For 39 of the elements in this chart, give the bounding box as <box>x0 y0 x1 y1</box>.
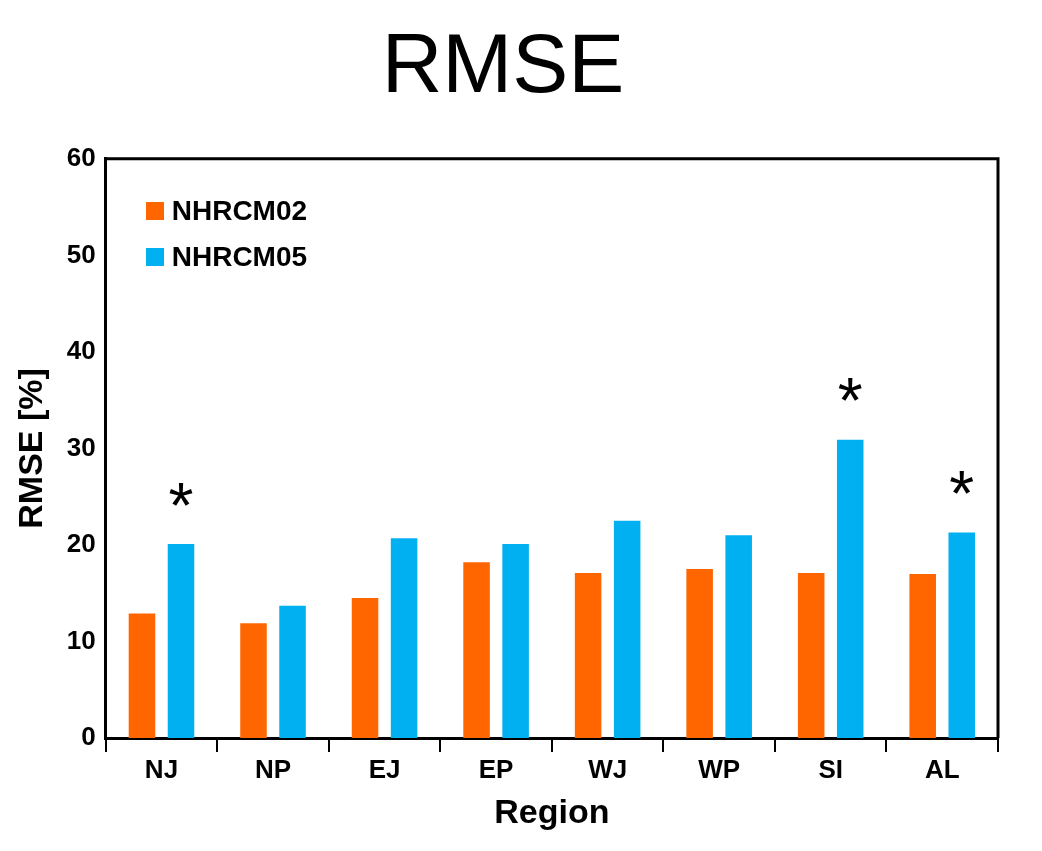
legend-label: NHRCM02 <box>171 194 308 227</box>
annotation: * <box>168 469 194 542</box>
x-tick-label: WJ <box>588 753 628 784</box>
bar <box>463 562 490 738</box>
bar <box>686 569 713 738</box>
chart-title: RMSE <box>381 15 625 110</box>
annotation: * <box>837 365 863 438</box>
bar <box>948 532 976 738</box>
bar <box>613 520 641 738</box>
bar <box>351 598 379 738</box>
x-tick-label: AL <box>924 753 960 784</box>
bar <box>725 535 752 738</box>
bar <box>240 623 267 738</box>
bar <box>390 538 418 738</box>
y-tick-label: 0 <box>81 721 96 752</box>
y-tick-label: 10 <box>66 624 96 655</box>
bar <box>279 605 306 738</box>
x-tick-label: WP <box>698 753 741 784</box>
bar <box>502 543 529 738</box>
bar <box>574 572 602 738</box>
legend-label: NHRCM05 <box>171 240 308 273</box>
y-axis-title: RMSE [%] <box>10 368 49 529</box>
x-tick-label: SI <box>818 753 843 784</box>
x-tick-label: NP <box>254 753 292 784</box>
annotation: * <box>949 458 975 531</box>
bar <box>128 613 156 738</box>
bar <box>797 572 825 738</box>
bar <box>167 543 195 738</box>
y-tick-label: 40 <box>66 335 96 366</box>
y-tick-label: 60 <box>66 141 96 172</box>
y-tick-label: 30 <box>66 431 96 462</box>
x-axis-title: Region <box>494 791 610 830</box>
y-tick-label: 50 <box>66 238 96 269</box>
y-tick-label: 20 <box>66 528 96 559</box>
x-tick-label: NJ <box>144 753 179 784</box>
x-tick-label: EP <box>478 753 514 784</box>
x-tick-label: EJ <box>368 753 401 784</box>
bar <box>836 439 864 738</box>
bar <box>909 573 936 738</box>
